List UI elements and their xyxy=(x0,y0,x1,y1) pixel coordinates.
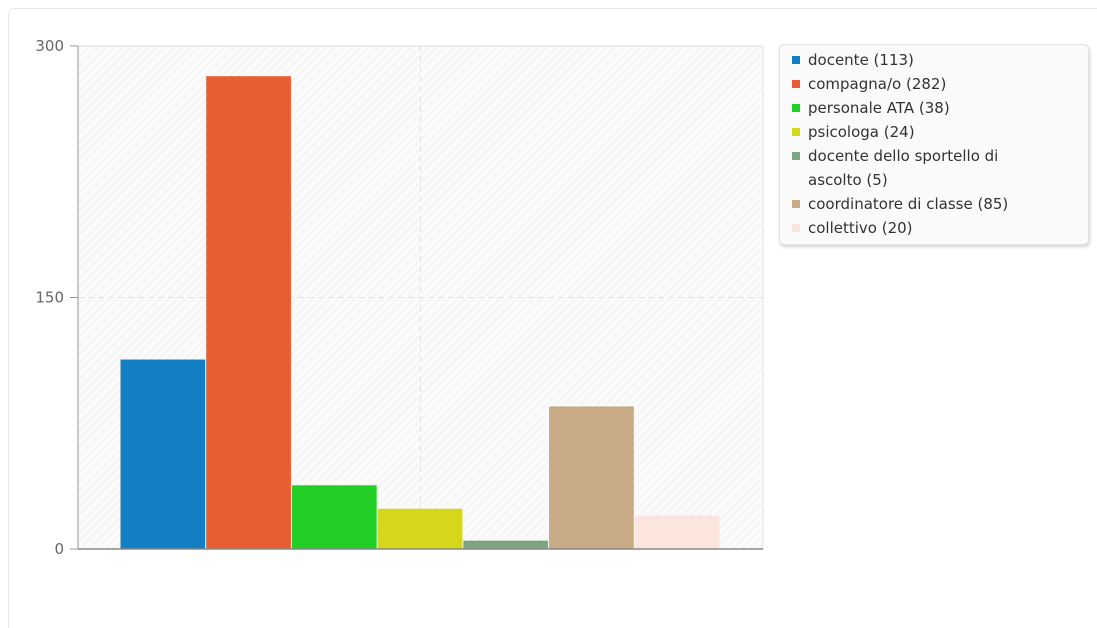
y-tick-label: 0 xyxy=(54,540,64,558)
legend-swatch xyxy=(792,80,800,88)
bar[interactable] xyxy=(120,359,206,549)
y-tick-labels: 0 150 300 xyxy=(35,37,78,558)
legend-label: coordinatore di classe (85) xyxy=(808,195,1009,213)
legend-label: docente (113) xyxy=(808,51,914,69)
legend: docente (113) compagna/o (282) personale A… xyxy=(779,44,1089,245)
legend-swatch xyxy=(792,200,800,208)
bar[interactable] xyxy=(291,485,377,549)
bar[interactable] xyxy=(463,540,549,549)
legend-swatch xyxy=(792,224,800,232)
legend-item[interactable]: collettivo (20) xyxy=(780,216,1088,240)
y-tick-label: 300 xyxy=(35,37,64,55)
legend-item[interactable]: personale ATA (38) xyxy=(780,96,1088,120)
bar[interactable] xyxy=(206,76,291,550)
bar[interactable] xyxy=(377,508,463,549)
legend-swatch xyxy=(792,56,800,64)
legend-item[interactable]: psicologa (24) xyxy=(780,120,1088,144)
legend-label: personale ATA (38) xyxy=(808,99,950,117)
legend-label: compagna/o (282) xyxy=(808,75,947,93)
bar[interactable] xyxy=(549,406,634,549)
legend-label: docente dello sportello di ascolto (5) xyxy=(808,147,999,189)
y-tick-label: 150 xyxy=(35,289,64,307)
bar[interactable] xyxy=(634,515,720,549)
chart-panel xyxy=(8,8,1097,628)
legend-item[interactable]: coordinatore di classe (85) xyxy=(780,192,1088,216)
legend-swatch xyxy=(792,104,800,112)
legend-item[interactable]: compagna/o (282) xyxy=(780,72,1088,96)
legend-swatch xyxy=(792,152,800,160)
legend-item[interactable]: docente dello sportello di ascolto (5) xyxy=(780,144,1088,192)
legend-item[interactable]: docente (113) xyxy=(780,48,1088,72)
legend-swatch xyxy=(792,128,800,136)
grid-lines xyxy=(78,45,764,549)
bars xyxy=(120,76,720,550)
legend-label: psicologa (24) xyxy=(808,123,915,141)
legend-label: collettivo (20) xyxy=(808,219,913,237)
